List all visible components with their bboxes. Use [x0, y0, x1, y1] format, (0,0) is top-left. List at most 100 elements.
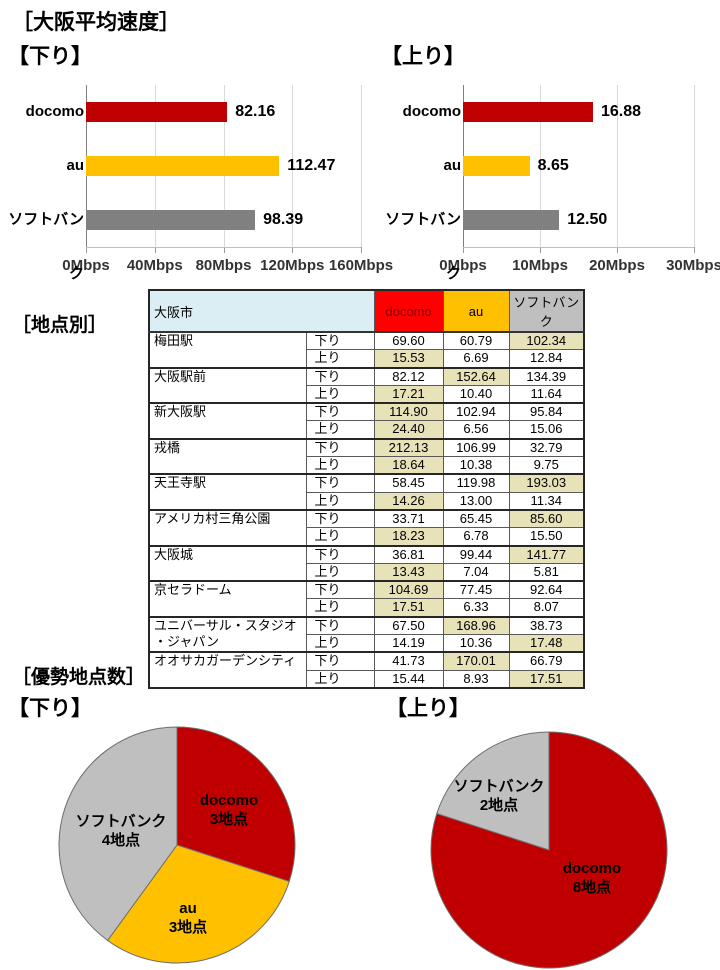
table-row-down: アメリカ村三角公園 下り 33.71 65.45 85.60 — [148, 508, 585, 547]
speed-cell: 10.36 — [442, 634, 510, 653]
speed-cell: 99.44 — [442, 544, 510, 564]
speed-cell: 8.93 — [442, 669, 510, 689]
direction-cell-down: 下り — [305, 402, 375, 422]
location-cell: 京セラドーム — [148, 580, 307, 618]
axis-tick-label: 40Mbps — [126, 257, 183, 274]
bar-value-label: 16.88 — [600, 103, 642, 120]
speed-cell: 18.23 — [373, 527, 444, 547]
table-row-down: 戎橋 下り 212.13 106.99 32.79 — [148, 437, 585, 475]
pie-chart-download: docomo 3地点 au 3地点 ソフトバンク 4地点 — [58, 726, 296, 964]
gridline — [361, 85, 362, 247]
speed-cell: 67.50 — [373, 615, 444, 636]
speed-cell: 41.73 — [373, 651, 444, 671]
table-row-down: ユニバーサル・スタジオ ・ジャパン 下り 67.50 168.96 38.73 — [148, 615, 585, 653]
pie-slice-label: ソフトバンク 4地点 — [76, 813, 167, 849]
table-row-down: 京セラドーム 下り 104.69 77.45 92.64 — [148, 580, 585, 618]
direction-cell-down: 下り — [305, 331, 375, 351]
pie-slice-docomo — [176, 726, 296, 883]
speed-cell: 18.64 — [373, 456, 444, 475]
speed-cell: 85.60 — [508, 508, 585, 529]
table-row-down: 大阪城 下り 36.81 99.44 141.77 — [148, 544, 585, 582]
speed-cell: 15.06 — [508, 420, 585, 440]
speed-cell: 33.71 — [373, 508, 444, 529]
table-row-up: 上り 14.26 13.00 11.34 — [149, 491, 585, 511]
speed-cell: 11.64 — [508, 384, 585, 404]
speed-cell: 77.45 — [442, 580, 510, 600]
speed-cell: 212.13 — [373, 437, 444, 458]
table-header-softbank: ソフトバンク — [508, 289, 585, 333]
direction-cell-down: 下り — [305, 544, 375, 564]
speed-cell: 32.79 — [508, 437, 585, 458]
table-row-down: オオサカガーデンシティ 下り 41.73 170.01 66.79 — [148, 651, 585, 689]
axis-tick-label: 160Mbps — [328, 257, 394, 274]
axis-tick — [154, 247, 156, 253]
speed-cell: 24.40 — [373, 420, 444, 440]
direction-cell-up: 上り — [305, 456, 375, 475]
direction-cell-up: 上り — [305, 384, 375, 404]
speed-cell: 6.69 — [442, 349, 510, 369]
speed-cell: 114.90 — [373, 402, 444, 422]
category-label-docomo: docomo — [402, 103, 461, 120]
location-cell: ユニバーサル・スタジオ ・ジャパン — [148, 615, 307, 653]
speed-cell: 17.51 — [373, 598, 444, 618]
table-row-up: 上り 18.23 6.78 15.50 — [149, 527, 585, 547]
direction-cell-down: 下り — [305, 615, 375, 636]
axis-tick — [86, 247, 87, 253]
speed-cell: 60.79 — [442, 331, 510, 351]
table-row-up: 上り 15.44 8.93 17.51 — [149, 669, 585, 689]
axis-tick-label: 0Mbps — [439, 257, 487, 274]
bar-value-label: 12.50 — [567, 211, 608, 228]
section-title-dominant: ［優勢地点数］ — [12, 667, 146, 688]
axis-tick — [292, 247, 294, 253]
location-cell: 大阪駅前 — [148, 366, 307, 404]
speed-cell: 141.77 — [508, 544, 585, 564]
upload-pie-title: 【上り】 — [386, 697, 470, 720]
page-title: ［大阪平均速度］ — [12, 11, 180, 34]
direction-cell-up: 上り — [305, 527, 375, 547]
speed-cell: 36.81 — [373, 544, 444, 564]
location-table-body: 梅田駅 下り 69.60 60.79 102.34 上り 15.53 6.69 12.84 大阪駅… — [148, 331, 585, 689]
section-title-by-location: ［地点別］ — [12, 315, 108, 336]
axis-tick — [617, 247, 618, 253]
table-header-au: au — [442, 289, 510, 333]
direction-cell-down: 下り — [305, 508, 375, 529]
speed-cell: 119.98 — [442, 473, 510, 493]
pie-slice-softbank — [436, 731, 550, 851]
location-cell: 梅田駅 — [148, 331, 307, 369]
axis-tick — [694, 247, 695, 253]
speed-cell: 6.33 — [442, 598, 510, 618]
speed-cell: 15.53 — [373, 349, 444, 369]
speed-cell: 13.43 — [373, 562, 444, 582]
bar-docomo — [86, 102, 228, 122]
direction-cell-up: 上り — [305, 634, 375, 653]
direction-cell-down: 下り — [305, 580, 375, 600]
direction-cell-up: 上り — [305, 491, 375, 511]
speed-cell: 8.07 — [508, 598, 585, 618]
direction-cell-up: 上り — [305, 562, 375, 582]
gridline — [540, 85, 541, 247]
table-row-down: 大阪駅前 下り 82.12 152.64 134.39 — [148, 366, 585, 404]
bar-value-label: 8.65 — [537, 157, 569, 174]
direction-cell-down: 下り — [305, 473, 375, 493]
pie-slice-label: ソフトバンク 2地点 — [454, 778, 545, 814]
table-row-down: 梅田駅 下り 69.60 60.79 102.34 — [148, 331, 585, 369]
direction-cell-up: 上り — [305, 669, 375, 689]
bar-chart-upload: 0Mbps 10Mbps 20Mbps 30Mbps docomo 16.88 au 8.65… — [377, 76, 720, 282]
speed-cell: 170.01 — [442, 651, 510, 671]
pie-slice-docomo — [430, 731, 668, 969]
speed-cell: 193.03 — [508, 473, 585, 493]
speed-cell: 106.99 — [442, 437, 510, 458]
table-header-docomo: docomo — [373, 289, 444, 333]
download-chart-title: 【下り】 — [8, 45, 92, 68]
axis-tick-label: 80Mbps — [195, 257, 252, 274]
bar-value-label: 98.39 — [263, 211, 304, 228]
download-pie-title: 【下り】 — [8, 697, 92, 720]
speed-cell: 17.21 — [373, 384, 444, 404]
speed-cell: 17.51 — [508, 669, 585, 689]
speed-cell: 14.26 — [373, 491, 444, 511]
bar-docomo — [463, 102, 593, 122]
speed-cell: 92.64 — [508, 580, 585, 600]
table-row-up: 上り 17.51 6.33 8.07 — [149, 598, 585, 618]
table-row-up: 上り 14.19 10.36 17.48 — [149, 634, 585, 653]
speed-cell: 7.04 — [442, 562, 510, 582]
